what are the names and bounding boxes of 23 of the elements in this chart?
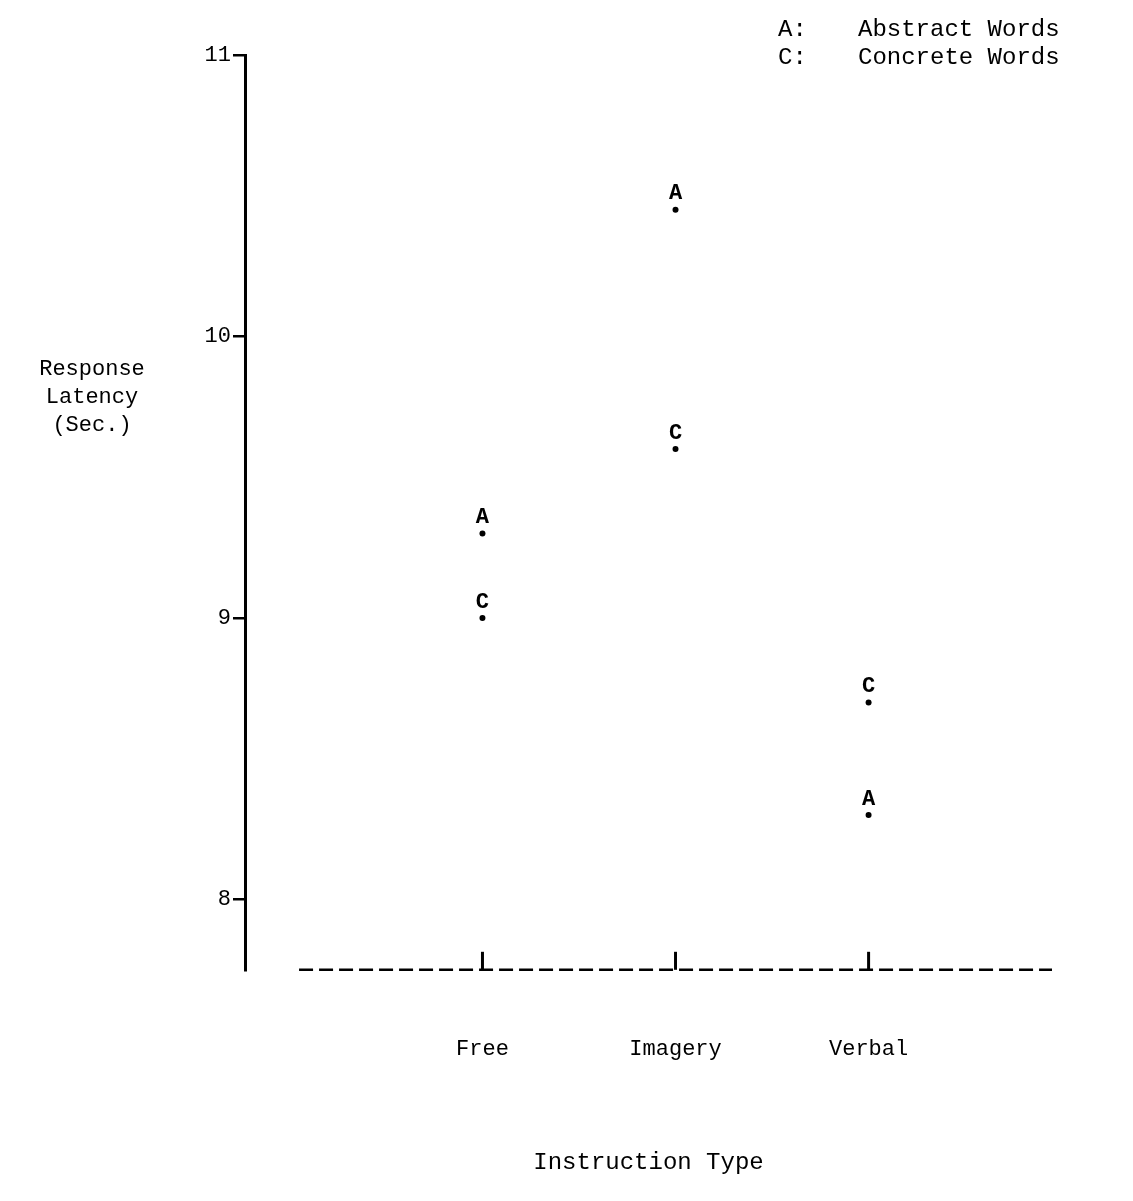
point xyxy=(672,206,679,213)
point xyxy=(672,446,679,453)
point xyxy=(865,811,872,818)
text: C: Concrete Words xyxy=(778,44,1060,72)
y-axis-title: Response Latency (Sec.) xyxy=(39,356,145,438)
data-label: C xyxy=(861,673,876,699)
text: A: Abstract Words xyxy=(778,16,1060,44)
point xyxy=(479,530,486,537)
y-tick-label: 10 xyxy=(204,324,231,350)
data-label: C xyxy=(668,420,683,446)
data-label: A xyxy=(668,181,683,207)
data-label: C xyxy=(475,589,490,615)
data-label: A xyxy=(861,786,876,812)
x-tick-label: Verbal xyxy=(828,1036,909,1062)
x-tick-label: Free xyxy=(456,1036,509,1062)
x-tick-label: Imagery xyxy=(629,1036,722,1062)
point xyxy=(479,614,486,621)
y-tick-label: 9 xyxy=(217,605,231,631)
y-tick-label: 11 xyxy=(204,42,231,68)
data-label: A xyxy=(475,505,490,531)
y-tick-label: 8 xyxy=(217,887,231,913)
point xyxy=(865,699,872,706)
x-axis-title: Instruction Type xyxy=(533,1148,764,1176)
